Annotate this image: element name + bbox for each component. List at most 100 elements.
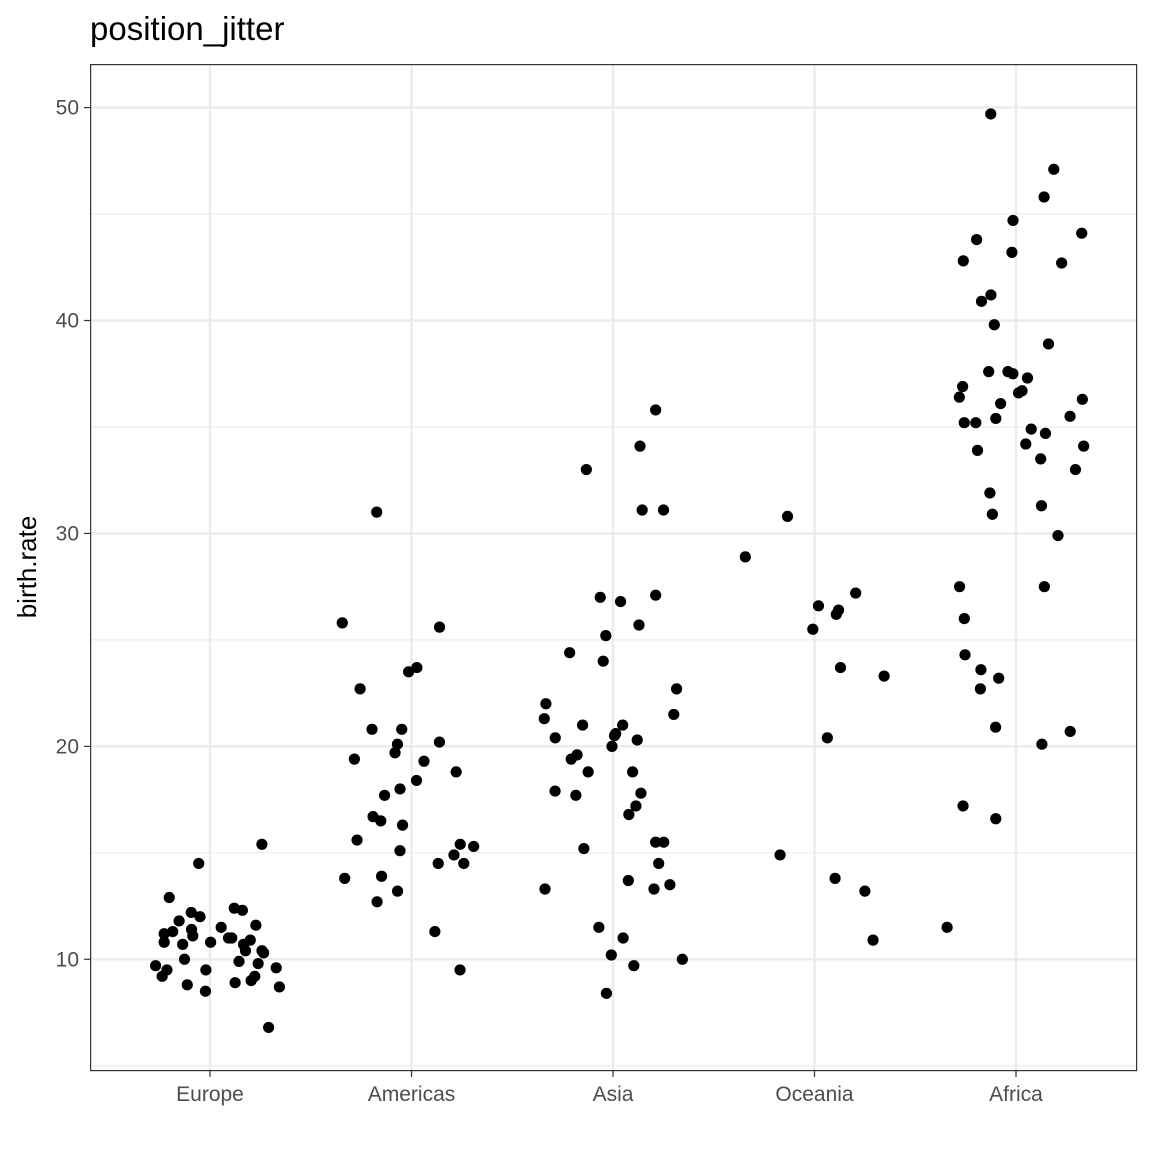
data-point — [156, 970, 168, 982]
data-point — [958, 417, 970, 429]
data-point — [1078, 440, 1090, 452]
data-point — [468, 840, 480, 853]
data-point — [454, 964, 466, 976]
data-point — [410, 774, 423, 787]
data-point — [807, 623, 819, 635]
data-point — [650, 589, 662, 601]
y-tick-label: 20 — [56, 735, 79, 758]
data-point — [634, 440, 646, 452]
data-point — [995, 397, 1007, 410]
data-point — [185, 906, 197, 919]
data-point — [781, 510, 794, 522]
data-point — [605, 949, 617, 961]
data-point — [391, 738, 404, 750]
data-point — [941, 921, 953, 933]
data-point — [1007, 214, 1019, 227]
data-point — [454, 838, 466, 850]
data-point — [433, 621, 446, 633]
data-point — [582, 766, 594, 778]
data-point — [366, 723, 378, 735]
y-tick-label: 10 — [56, 948, 79, 971]
data-point — [194, 911, 206, 923]
data-point — [448, 849, 460, 861]
data-point — [236, 904, 248, 916]
data-point — [1064, 410, 1076, 422]
data-point — [375, 870, 388, 882]
data-point — [986, 508, 998, 520]
data-point — [971, 444, 984, 456]
data-point — [653, 857, 665, 870]
data-point — [650, 404, 662, 416]
data-point — [1069, 463, 1082, 476]
y-axis: 10 20 30 40 50 — [56, 97, 91, 971]
data-point — [549, 732, 561, 744]
data-point — [1038, 581, 1050, 593]
data-point — [850, 587, 862, 599]
data-point — [394, 845, 406, 857]
x-tick-label: Europe — [176, 1083, 244, 1106]
data-point — [1076, 227, 1088, 239]
data-point — [974, 683, 986, 695]
grid-lines — [91, 65, 1136, 1070]
data-point — [830, 608, 842, 620]
data-point — [676, 953, 688, 965]
data-point — [578, 842, 590, 855]
data-point — [252, 957, 264, 970]
data-point — [215, 921, 227, 933]
data-point — [249, 970, 261, 982]
data-point — [593, 921, 605, 933]
data-point — [229, 977, 241, 989]
data-point — [458, 857, 470, 870]
data-point — [339, 872, 351, 884]
points-layer — [149, 108, 1090, 1034]
data-point — [834, 661, 847, 674]
data-point — [622, 874, 634, 887]
data-point — [821, 732, 833, 744]
data-point — [389, 747, 401, 759]
x-tick-label: Americas — [368, 1083, 456, 1106]
data-point — [630, 800, 642, 812]
data-point — [1036, 738, 1048, 750]
data-point — [1056, 257, 1068, 269]
data-point — [549, 785, 561, 797]
data-point — [173, 915, 185, 927]
data-point — [403, 666, 415, 678]
data-point — [576, 719, 589, 731]
data-point — [199, 985, 212, 997]
data-point — [450, 766, 462, 778]
data-point — [539, 883, 551, 895]
data-point — [177, 938, 189, 950]
data-point — [594, 591, 606, 603]
data-point — [570, 789, 582, 801]
data-point — [187, 930, 199, 942]
y-tick-label: 30 — [56, 522, 79, 545]
data-point — [1064, 725, 1076, 738]
data-point — [774, 849, 786, 861]
data-point — [418, 755, 430, 767]
data-point — [957, 255, 969, 267]
data-point — [626, 766, 639, 778]
data-point — [975, 664, 987, 676]
data-point — [1021, 372, 1034, 384]
data-point — [739, 551, 751, 563]
data-point — [348, 753, 360, 765]
data-point — [433, 736, 446, 748]
data-point — [971, 233, 983, 246]
data-point — [829, 872, 841, 884]
data-point — [1025, 423, 1037, 435]
data-point — [957, 380, 969, 393]
data-point — [564, 647, 576, 659]
x-tick-label: Oceania — [775, 1083, 854, 1106]
data-point — [812, 600, 825, 612]
data-point — [375, 815, 387, 827]
data-point — [273, 981, 286, 993]
y-axis-title: birth.rate — [12, 516, 42, 619]
data-point — [336, 617, 348, 629]
data-point — [178, 953, 191, 965]
data-point — [239, 945, 252, 957]
data-point — [1006, 246, 1018, 258]
data-point — [633, 619, 645, 631]
data-point — [859, 885, 871, 897]
data-point — [1042, 338, 1055, 350]
